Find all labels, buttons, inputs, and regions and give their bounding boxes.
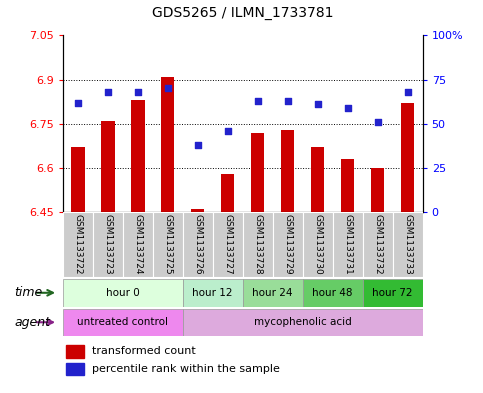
Text: GSM1133725: GSM1133725 <box>163 214 172 275</box>
Bar <box>221 174 234 212</box>
Bar <box>183 309 423 336</box>
Text: GDS5265 / ILMN_1733781: GDS5265 / ILMN_1733781 <box>152 6 333 20</box>
Bar <box>71 147 85 212</box>
Bar <box>63 309 183 336</box>
Bar <box>153 212 183 277</box>
Text: GSM1133727: GSM1133727 <box>223 214 232 275</box>
Text: hour 12: hour 12 <box>192 288 233 298</box>
Bar <box>273 212 303 277</box>
Bar <box>183 279 242 307</box>
Text: GSM1133728: GSM1133728 <box>253 214 262 275</box>
Text: agent: agent <box>14 316 51 329</box>
Text: hour 0: hour 0 <box>106 288 140 298</box>
Text: mycophenolic acid: mycophenolic acid <box>254 317 352 327</box>
Bar <box>363 212 393 277</box>
Text: hour 72: hour 72 <box>372 288 413 298</box>
Bar <box>242 212 273 277</box>
Bar <box>281 130 295 212</box>
Bar <box>191 209 204 212</box>
Point <box>404 89 412 95</box>
Point <box>164 85 171 92</box>
Bar <box>66 345 85 358</box>
Text: hour 24: hour 24 <box>253 288 293 298</box>
Point <box>344 105 352 111</box>
Bar <box>303 279 363 307</box>
Bar <box>371 168 384 212</box>
Bar <box>63 212 93 277</box>
Text: GSM1133729: GSM1133729 <box>283 214 292 275</box>
Point <box>224 128 231 134</box>
Bar <box>213 212 242 277</box>
Bar <box>123 212 153 277</box>
Bar <box>242 279 303 307</box>
Bar <box>311 147 325 212</box>
Bar <box>161 77 174 212</box>
Text: GSM1133732: GSM1133732 <box>373 214 382 275</box>
Point <box>254 97 262 104</box>
Bar <box>401 103 414 212</box>
Point <box>74 99 82 106</box>
Text: GSM1133726: GSM1133726 <box>193 214 202 275</box>
Bar <box>93 212 123 277</box>
Point <box>134 89 142 95</box>
Text: GSM1133722: GSM1133722 <box>73 214 82 275</box>
Point <box>194 142 201 148</box>
Bar <box>393 212 423 277</box>
Bar <box>341 159 355 212</box>
Bar <box>183 212 213 277</box>
Text: GSM1133733: GSM1133733 <box>403 214 412 275</box>
Bar <box>101 121 114 212</box>
Text: GSM1133724: GSM1133724 <box>133 214 142 275</box>
Bar <box>251 133 265 212</box>
Bar <box>303 212 333 277</box>
Text: GSM1133731: GSM1133731 <box>343 214 352 275</box>
Point <box>284 97 292 104</box>
Bar <box>63 279 183 307</box>
Point <box>314 101 322 107</box>
Text: hour 48: hour 48 <box>313 288 353 298</box>
Text: time: time <box>14 286 43 299</box>
Text: percentile rank within the sample: percentile rank within the sample <box>92 364 280 374</box>
Bar <box>333 212 363 277</box>
Bar <box>66 363 85 375</box>
Text: GSM1133723: GSM1133723 <box>103 214 112 275</box>
Point <box>374 119 382 125</box>
Bar <box>131 100 144 212</box>
Text: transformed count: transformed count <box>92 346 195 356</box>
Point <box>104 89 112 95</box>
Text: untreated control: untreated control <box>77 317 168 327</box>
Bar <box>363 279 423 307</box>
Text: GSM1133730: GSM1133730 <box>313 214 322 275</box>
